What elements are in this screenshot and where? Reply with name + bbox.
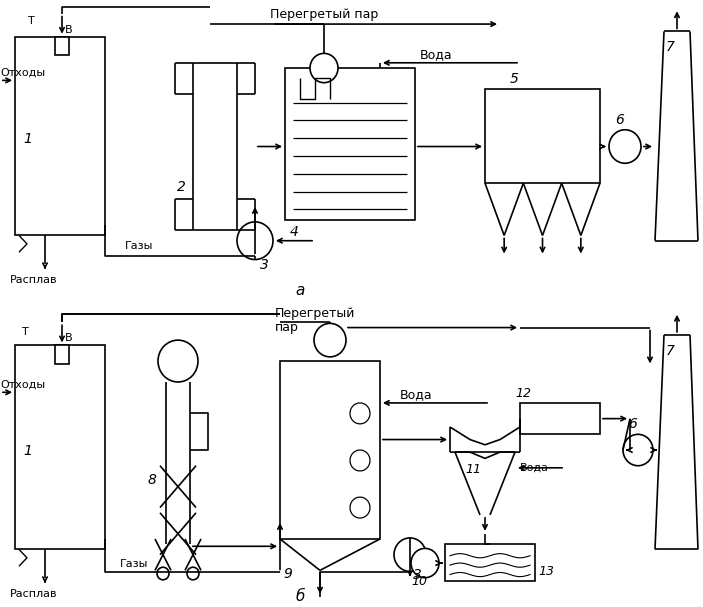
Text: Т: Т xyxy=(28,16,34,26)
Text: 5: 5 xyxy=(510,72,519,86)
Text: Т: Т xyxy=(22,327,29,337)
Text: 3: 3 xyxy=(260,258,269,272)
Circle shape xyxy=(411,548,439,578)
Text: 1: 1 xyxy=(23,132,32,146)
Text: 8: 8 xyxy=(148,473,157,487)
Text: Отходы: Отходы xyxy=(0,67,45,77)
Text: 9: 9 xyxy=(283,567,292,581)
Text: Вода: Вода xyxy=(400,388,432,401)
Text: Перегретый: Перегретый xyxy=(275,307,356,320)
Text: б: б xyxy=(295,589,304,604)
Text: 2: 2 xyxy=(177,180,186,194)
Circle shape xyxy=(609,130,641,163)
Bar xyxy=(15,345,105,549)
Text: 6: 6 xyxy=(628,417,637,431)
Text: 13: 13 xyxy=(538,565,554,578)
Bar xyxy=(280,361,380,539)
Text: 3: 3 xyxy=(413,568,422,582)
Text: 7: 7 xyxy=(666,344,675,358)
Bar xyxy=(445,544,535,581)
Text: 4: 4 xyxy=(290,225,299,239)
Text: пар: пар xyxy=(275,321,299,334)
Text: 6: 6 xyxy=(615,113,624,127)
Circle shape xyxy=(158,340,198,382)
Bar xyxy=(55,36,69,55)
Text: Газы: Газы xyxy=(125,241,153,251)
Bar xyxy=(520,403,600,435)
Text: Перегретый пар: Перегретый пар xyxy=(270,8,378,21)
Bar xyxy=(55,345,69,364)
Text: Расплав: Расплав xyxy=(10,589,58,599)
Text: 10: 10 xyxy=(411,575,427,588)
Text: 1: 1 xyxy=(23,444,32,458)
Circle shape xyxy=(350,403,370,424)
Circle shape xyxy=(187,567,199,580)
Bar xyxy=(285,68,415,220)
Text: Расплав: Расплав xyxy=(10,274,58,285)
Circle shape xyxy=(310,53,338,83)
Circle shape xyxy=(394,538,426,571)
Text: Вода: Вода xyxy=(420,48,453,61)
Text: Газы: Газы xyxy=(120,559,148,569)
Bar xyxy=(15,36,105,236)
Circle shape xyxy=(314,324,346,357)
Text: В: В xyxy=(65,333,72,344)
Text: Отходы: Отходы xyxy=(0,379,45,389)
Text: 11: 11 xyxy=(465,463,481,476)
Circle shape xyxy=(623,435,653,466)
Circle shape xyxy=(350,497,370,518)
Bar xyxy=(485,89,600,183)
Circle shape xyxy=(157,567,169,580)
Circle shape xyxy=(237,222,273,260)
Text: В: В xyxy=(65,24,72,35)
Text: Вода: Вода xyxy=(520,463,549,473)
Text: 12: 12 xyxy=(515,387,531,400)
Circle shape xyxy=(350,450,370,471)
Text: 7: 7 xyxy=(666,41,675,55)
Text: а: а xyxy=(295,283,304,298)
